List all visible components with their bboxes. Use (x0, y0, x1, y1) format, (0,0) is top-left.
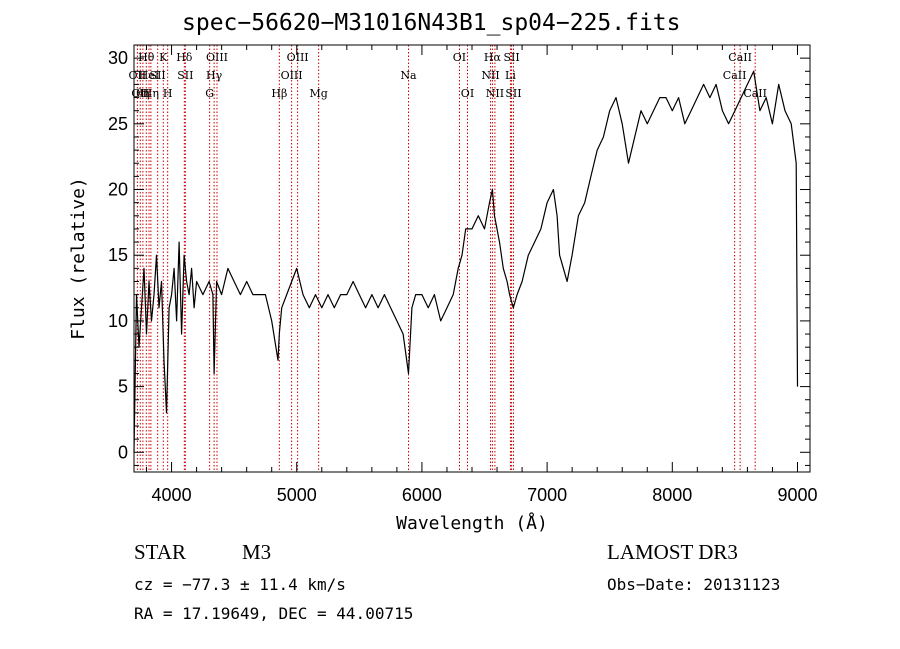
spectral-line-label: OIII (281, 69, 303, 82)
spectral-line-label: OI (461, 87, 474, 100)
x-tick-label: 6000 (402, 485, 442, 505)
spectral-line-label: OIII (287, 51, 309, 64)
spectral-line-label: CaII (728, 51, 752, 64)
observation-date: Obs−Date: 20131123 (607, 575, 781, 594)
spectral-line-label: Hγ (206, 69, 223, 82)
spectral-line-label: Mg (309, 87, 327, 100)
y-tick-label: 0 (118, 442, 128, 462)
y-tick-label: 25 (108, 114, 128, 134)
x-tick-label: 4000 (152, 485, 192, 505)
y-tick-label: 5 (118, 377, 128, 397)
spectral-line-label: Na (400, 69, 417, 82)
y-tick-label: 20 (108, 180, 128, 200)
spectral-line-label: Hβ (271, 87, 287, 100)
spectral-line-label: K (159, 51, 168, 64)
spectral-line-label: SII (505, 87, 521, 100)
spectral-line-label: Hα (484, 51, 502, 64)
spectral-line-label: SII (150, 69, 166, 82)
spectral-line-label: SII (503, 51, 519, 64)
spectral-line-label: H (163, 87, 173, 100)
spectral-line-label: SII (177, 69, 193, 82)
spectral-line-label: NII (486, 87, 504, 100)
y-tick-label: 15 (108, 245, 128, 265)
spectral-line-label: CaII (723, 69, 747, 82)
spectral-line-label: HeI (139, 69, 159, 82)
chart-title: spec−56620−M31016N43B1_sp04−225.fits (182, 10, 681, 36)
y-tick-label: 30 (108, 48, 128, 68)
spectral-line-label: θη (136, 87, 149, 100)
x-axis-title: Wavelength (Å) (396, 512, 548, 534)
spectral-line-label: OII (129, 69, 147, 82)
spectral-line-label: OIII (206, 51, 228, 64)
object-class: STAR (134, 540, 186, 564)
flux-series-line (133, 70, 799, 453)
coordinates: RA = 17.19649, DEC = 44.00715 (134, 604, 414, 623)
survey-name: LAMOST DR3 (607, 540, 738, 564)
spectral-line-label: OII (131, 87, 149, 100)
x-tick-label: 8000 (652, 485, 692, 505)
spectral-line-label: Li (505, 69, 516, 82)
x-tick-label: 7000 (527, 485, 567, 505)
spectral-line-label: CaII (743, 87, 767, 100)
plot-frame (133, 44, 811, 473)
spectral-line-label: Hδ (176, 51, 193, 64)
x-tick-label: 5000 (277, 485, 317, 505)
y-tick-label: 10 (108, 311, 128, 331)
spectral-line-label: Hθ (138, 51, 155, 64)
spectral-line-label: NII (481, 69, 499, 82)
object-subclass: M3 (242, 540, 272, 564)
redshift-velocity: cz = −77.3 ± 11.4 km/s (134, 575, 346, 594)
spectral-line-label: OI (453, 51, 466, 64)
spectral-line-label: G (205, 87, 214, 100)
spectral-line-label: Hη (143, 87, 159, 100)
y-axis-title: Flux (relative) (68, 177, 89, 340)
x-tick-label: 9000 (777, 485, 817, 505)
